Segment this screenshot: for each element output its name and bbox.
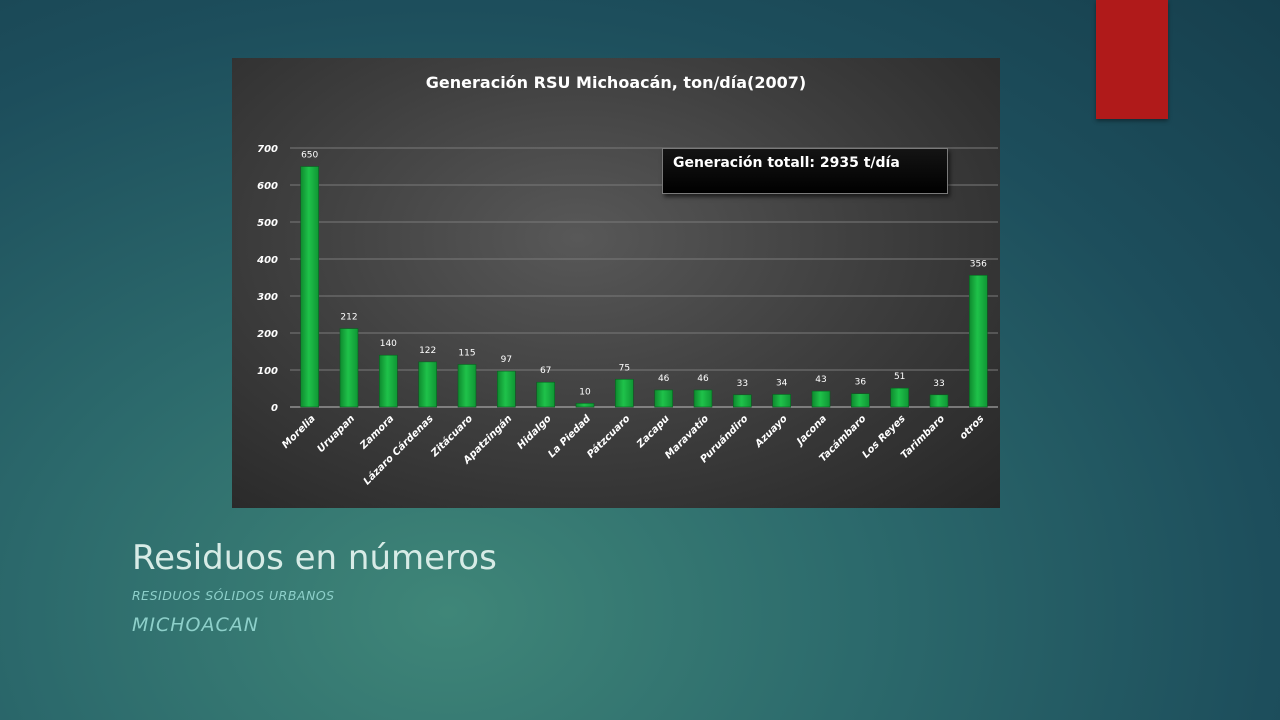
data-label: 122 — [419, 346, 436, 356]
data-label: 67 — [540, 366, 551, 376]
data-label: 34 — [776, 378, 788, 388]
bar — [929, 394, 949, 408]
total-callout: Generación totall: 2935 t/día — [662, 148, 948, 194]
x-tick-label: Zacapu — [634, 413, 671, 450]
accent-bar — [1096, 0, 1168, 119]
bar — [536, 381, 555, 408]
y-tick-label: 100 — [257, 366, 278, 377]
x-tick-label: Lázaro Cárdenas — [361, 413, 436, 488]
data-label: 140 — [380, 339, 397, 349]
data-label: 75 — [619, 363, 630, 373]
data-label: 212 — [340, 313, 357, 323]
bar — [497, 370, 516, 408]
data-label: 51 — [894, 372, 905, 382]
data-label: 97 — [501, 355, 512, 365]
x-tick-label: Pátzcuaro — [585, 413, 633, 461]
chart-panel: Generación RSU Michoacán, ton/día(2007) 0… — [232, 58, 1000, 508]
bar — [615, 378, 634, 408]
data-label: 33 — [933, 379, 944, 389]
data-label: 650 — [301, 151, 318, 161]
x-tick-label: Morelia — [280, 413, 318, 451]
bar — [772, 394, 791, 408]
bar — [418, 361, 437, 408]
bar — [890, 387, 909, 408]
y-tick-label: 0 — [271, 403, 278, 414]
bar — [654, 389, 673, 408]
x-tick-label: Jacona — [794, 413, 830, 449]
x-tick-label: Zamora — [358, 413, 397, 452]
total-callout-text: Generación totall: 2935 t/día — [673, 155, 900, 171]
x-tick-label: Uruapan — [315, 413, 357, 455]
y-tick-label: 500 — [257, 218, 278, 229]
bar — [575, 402, 595, 408]
bar — [457, 364, 477, 408]
data-label: 46 — [697, 374, 709, 384]
bar — [969, 274, 988, 408]
y-tick-label: 200 — [257, 329, 278, 340]
bar-chart: Generación RSU Michoacán, ton/día(2007) 0… — [256, 73, 998, 488]
data-label: 10 — [579, 387, 591, 397]
data-label: 36 — [855, 378, 867, 388]
chart-title: Generación RSU Michoacán, ton/día(2007) — [426, 73, 806, 92]
data-label: 356 — [970, 259, 987, 269]
x-tick-label: Azuayo — [753, 413, 790, 450]
x-tick-label: Hidalgo — [515, 413, 553, 451]
slide-subtitle: RESIDUOS SÓLIDOS URBANOS — [132, 588, 335, 603]
data-label: 46 — [658, 374, 670, 384]
data-label: 115 — [458, 348, 475, 358]
y-tick-label: 700 — [257, 144, 278, 155]
x-tick-label: otros — [958, 413, 987, 442]
bar — [851, 393, 870, 408]
bar — [733, 394, 752, 408]
y-tick-label: 400 — [256, 255, 278, 266]
bar — [811, 390, 831, 408]
bar — [379, 354, 398, 408]
bar — [339, 328, 359, 408]
data-label: 43 — [815, 375, 826, 385]
y-tick-label: 300 — [257, 292, 278, 303]
data-label: 33 — [737, 379, 748, 389]
bar — [300, 166, 319, 408]
slide-subtitle-region: MICHOACAN — [132, 614, 259, 636]
y-tick-label: 600 — [257, 181, 278, 192]
bar — [693, 389, 713, 408]
slide-title: Residuos en números — [132, 538, 497, 578]
